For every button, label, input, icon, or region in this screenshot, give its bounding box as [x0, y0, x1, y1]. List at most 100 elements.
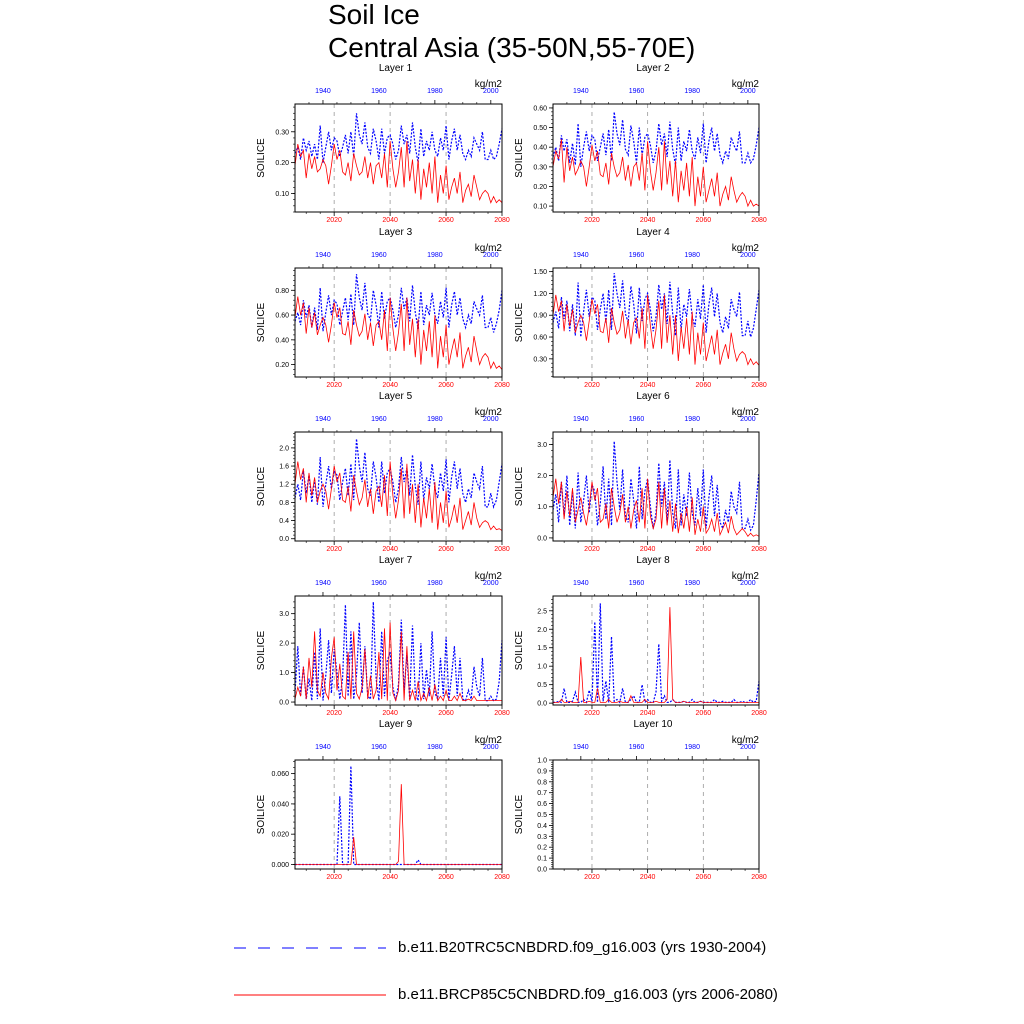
x-tick-label-bottom: 2060 — [696, 217, 712, 224]
plot-frame — [294, 759, 503, 870]
y-tick-label: 0.20 — [275, 160, 289, 167]
chart-panel-layer-9: Layer 9 kg/m2 0.000 0.020 0.040 0.060 2020 2040… — [256, 719, 510, 881]
y-tick-label: 0.4 — [537, 823, 547, 830]
series-line-projection — [295, 784, 502, 865]
x-tick-label-bottom: 2060 — [438, 710, 454, 717]
x-tick-label-top: 1960 — [371, 580, 387, 587]
x-tick-label-bottom: 2020 — [584, 217, 600, 224]
x-tick-label-top: 1940 — [315, 416, 331, 423]
x-tick-label-bottom: 2080 — [751, 546, 767, 553]
panel-title: Layer 6 — [636, 391, 670, 402]
chart-subtitle: Central Asia (35-50N,55-70E) — [328, 32, 696, 63]
x-tick-label-bottom: 2080 — [751, 382, 767, 389]
y-tick-label: 0.8 — [537, 779, 547, 786]
x-tick-label-bottom: 2080 — [751, 217, 767, 224]
x-tick-label-bottom: 2040 — [640, 546, 656, 553]
y-axis-label: SOILICE — [256, 630, 267, 670]
series-line-projection — [552, 478, 760, 537]
x-tick-label-bottom: 2040 — [382, 874, 398, 881]
x-tick-label-top: 2000 — [740, 580, 756, 587]
x-tick-label-top: 2000 — [740, 416, 756, 423]
x-tick-label-top: 2000 — [483, 580, 499, 587]
y-tick-label: 0.4 — [279, 518, 289, 525]
x-tick-label-bottom: 2060 — [696, 546, 712, 553]
y-tick-label: 0.3 — [537, 834, 547, 841]
x-tick-label-top: 1980 — [684, 580, 700, 587]
series-line-historical — [294, 274, 503, 333]
y-tick-label: 0.60 — [533, 335, 547, 342]
series-line-historical — [553, 603, 760, 704]
y-tick-label: 0.7 — [537, 790, 547, 797]
x-tick-label-top: 1940 — [573, 252, 589, 259]
y-tick-label: 0.20 — [533, 184, 547, 191]
y-tick-label: 0.60 — [533, 105, 547, 112]
panel-units: kg/m2 — [475, 407, 503, 418]
y-tick-label: 0.1 — [537, 856, 547, 863]
y-axis-label: SOILICE — [256, 794, 267, 834]
x-tick-label-bottom: 2040 — [382, 217, 398, 224]
y-tick-label: 2.5 — [537, 608, 547, 615]
panel-title: Layer 9 — [379, 719, 413, 730]
panel-title: Layer 1 — [379, 63, 413, 74]
panel-title: Layer 2 — [636, 63, 670, 74]
x-tick-label-top: 1980 — [684, 744, 700, 751]
x-tick-label-bottom: 2080 — [494, 546, 510, 553]
series-line-projection — [553, 607, 759, 703]
y-tick-label: 2.0 — [537, 473, 547, 480]
plot-frame — [294, 431, 503, 542]
series-line-projection — [552, 294, 760, 366]
panel-units: kg/m2 — [732, 407, 760, 418]
legend-label-historical: b.e11.B20TRC5CNBDRD.f09_g16.003 (yrs 193… — [398, 939, 767, 956]
series-line-historical — [552, 111, 760, 167]
y-tick-label: 3.0 — [537, 442, 547, 449]
y-tick-label: 1.6 — [279, 464, 289, 471]
x-tick-label-top: 2000 — [483, 252, 499, 259]
y-axis-label: SOILICE — [256, 466, 267, 506]
y-tick-label: 0.10 — [533, 204, 547, 211]
y-tick-label: 0.060 — [271, 771, 289, 778]
y-tick-label: 2.0 — [279, 641, 289, 648]
y-tick-label: 0.90 — [533, 313, 547, 320]
y-axis-label: SOILICE — [514, 794, 525, 834]
y-tick-label: 1.2 — [279, 482, 289, 489]
panel-units: kg/m2 — [732, 79, 760, 90]
y-tick-label: 1.0 — [537, 664, 547, 671]
plot-frame — [552, 103, 760, 213]
plot-frame — [552, 431, 760, 542]
x-tick-label-bottom: 2060 — [438, 874, 454, 881]
x-tick-label-bottom: 2020 — [326, 217, 342, 224]
y-tick-label: 0.0 — [279, 536, 289, 543]
x-tick-label-bottom: 2040 — [640, 874, 656, 881]
chart-panel-layer-4: Layer 4 kg/m2 0.30 0.60 0.90 1.20 1.50 2020 2040… — [514, 227, 767, 389]
panel-title: Layer 5 — [379, 391, 413, 402]
y-tick-label: 2.0 — [279, 445, 289, 452]
y-axis-label: SOILICE — [514, 138, 525, 178]
series-line-historical — [552, 441, 760, 532]
y-tick-label: 0.040 — [271, 801, 289, 808]
y-tick-label: 0.30 — [275, 129, 289, 136]
plot-frame — [294, 595, 503, 706]
series-line-historical — [294, 113, 503, 163]
x-tick-label-bottom: 2020 — [584, 710, 600, 717]
plot-frame — [552, 267, 760, 378]
x-tick-label-bottom: 2020 — [326, 546, 342, 553]
x-tick-label-bottom: 2020 — [326, 710, 342, 717]
x-tick-label-bottom: 2020 — [584, 382, 600, 389]
y-tick-label: 1.5 — [537, 645, 547, 652]
x-tick-label-top: 1940 — [573, 580, 589, 587]
panel-title: Layer 3 — [379, 227, 413, 238]
x-tick-label-top: 1980 — [684, 88, 700, 95]
series-line-historical — [294, 438, 503, 509]
chart-title: Soil Ice — [328, 0, 420, 30]
x-tick-label-bottom: 2040 — [382, 546, 398, 553]
x-tick-label-bottom: 2060 — [438, 546, 454, 553]
x-tick-label-top: 1980 — [427, 744, 443, 751]
plot-frame — [294, 267, 503, 378]
y-tick-label: 0.8 — [279, 500, 289, 507]
plot-frame — [294, 103, 503, 213]
panel-units: kg/m2 — [475, 735, 503, 746]
x-tick-label-bottom: 2080 — [494, 382, 510, 389]
chart-panel-layer-2: Layer 2 kg/m2 0.10 0.20 0.30 0.40 0.50 0.60 2020… — [514, 63, 767, 224]
panel-title: Layer 10 — [634, 719, 673, 730]
